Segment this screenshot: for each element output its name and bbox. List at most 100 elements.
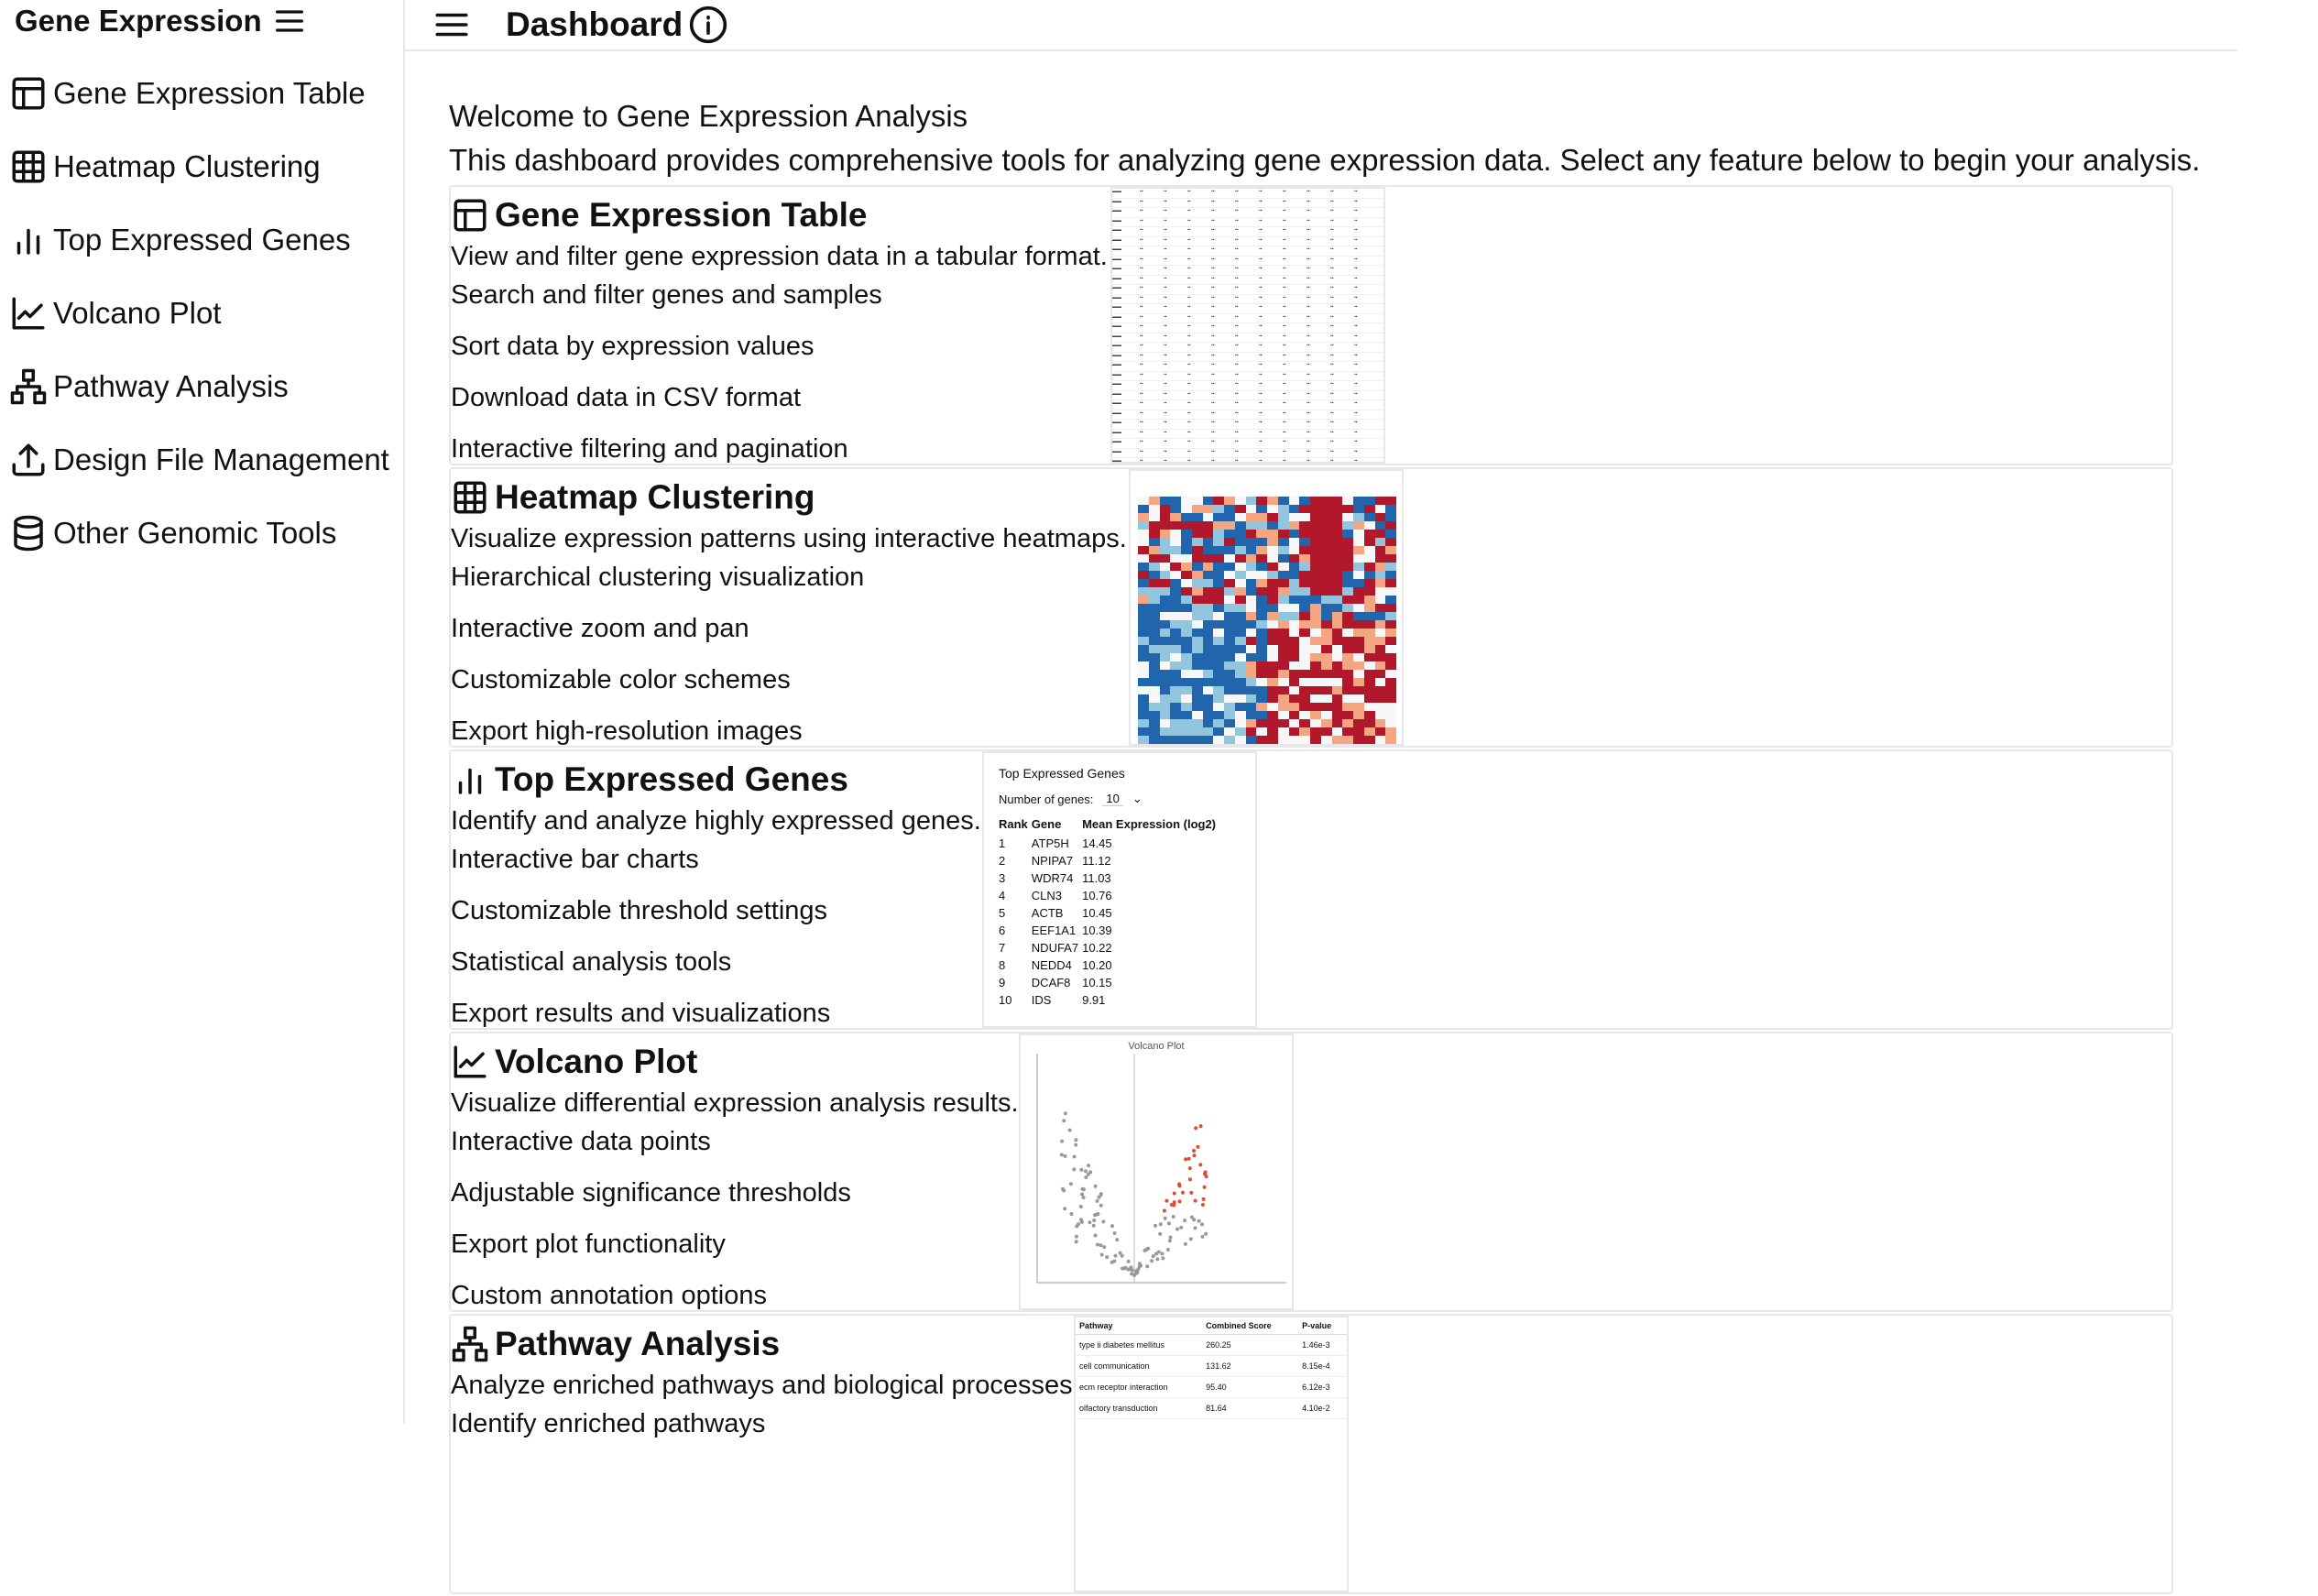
hamburger-icon[interactable]	[271, 3, 308, 39]
heatmap-cell	[1385, 694, 1396, 703]
heatmap-cell	[1353, 678, 1364, 686]
volcano-point	[1192, 1149, 1196, 1153]
heatmap-cell	[1202, 505, 1214, 513]
heatmap-cell	[1148, 596, 1160, 604]
heatmap-cell	[1342, 604, 1353, 612]
preview-cell: ▪▪	[1164, 333, 1167, 339]
heatmap-cell	[1288, 513, 1300, 521]
feature-card-volcano-plot[interactable]: Volcano Plot Visualize differential expr…	[449, 1032, 2173, 1312]
info-icon[interactable]	[688, 5, 728, 45]
heatmap-cell	[1374, 530, 1386, 538]
heatmap-cell	[1299, 554, 1310, 563]
heatmap-cell	[1170, 571, 1181, 579]
preview-cell: ▪▪	[1235, 208, 1239, 213]
heatmap-cell	[1234, 612, 1246, 620]
heatmap-cell	[1277, 571, 1289, 579]
bar-chart-icon	[458, 768, 482, 794]
feature-card-text: Volcano Plot Visualize differential expr…	[451, 1033, 1019, 1310]
heatmap-cell	[1277, 604, 1289, 612]
heatmap-cell	[1159, 579, 1171, 587]
heatmap-cell	[1320, 686, 1332, 694]
feature-card-heatmap-clustering[interactable]: Heatmap Clustering Visualize expression …	[449, 467, 2173, 748]
preview-cell: ▪▪	[1211, 362, 1215, 367]
heatmap-cell	[1245, 711, 1257, 719]
heatmap-cell	[1181, 563, 1192, 571]
preview-cell: ▪▪	[1140, 313, 1143, 320]
sidebar-item-top-expressed-genes[interactable]: Top Expressed Genes	[9, 203, 389, 277]
heatmap-cell	[1245, 546, 1257, 554]
heatmap-cell	[1148, 653, 1160, 661]
preview-cell: ▪▪	[1140, 323, 1143, 329]
heatmap-cell	[1170, 530, 1181, 538]
preview-cell: ▬▬	[1112, 352, 1121, 358]
heatmap-cell	[1267, 571, 1278, 579]
heatmap-cell	[1148, 719, 1160, 727]
preview-row: ▬▬ ▪▪ ▪▪ ▪▪ ▪▪ ▪▪ ▪▪ ▪▪ ▪▪ ▪▪ ▪▪	[1112, 410, 1383, 420]
sidebar-item-volcano-plot[interactable]: Volcano Plot	[9, 277, 389, 350]
heatmap-cell	[1138, 694, 1149, 703]
heatmap-cell	[1385, 546, 1396, 554]
preview-cell: ▪▪	[1259, 275, 1263, 281]
feature-card-top-expressed-genes[interactable]: Top Expressed Genes Identify and analyze…	[449, 749, 2173, 1030]
heatmap-cell	[1342, 711, 1353, 719]
preview-cell: ▪▪	[1140, 381, 1143, 387]
preview-cell: ▪▪	[1140, 266, 1143, 271]
preview-cell: ▪▪	[1283, 217, 1286, 224]
preview-cell: ▪▪	[1354, 352, 1358, 358]
sidebar-item-other-genomic-tools[interactable]: Other Genomic Tools	[9, 497, 389, 570]
preview-cell: ▪▪	[1235, 256, 1239, 262]
heatmap-cell	[1374, 513, 1386, 521]
heatmap-cell	[1310, 645, 1321, 653]
menu-icon[interactable]	[432, 5, 471, 44]
volcano-point	[1060, 1139, 1065, 1143]
heatmap-cell	[1342, 563, 1353, 571]
heatmap-cell	[1277, 736, 1289, 744]
heatmap-cell	[1170, 579, 1181, 587]
heatmap-cell	[1148, 505, 1160, 513]
volcano-point	[1072, 1154, 1077, 1159]
heatmap-cell	[1385, 653, 1396, 661]
heatmap-cell	[1331, 686, 1343, 694]
preview-row: ▬▬ ▪▪ ▪▪ ▪▪ ▪▪ ▪▪ ▪▪ ▪▪ ▪▪ ▪▪ ▪▪	[1112, 420, 1383, 430]
feature-bullets: Search and filter genes and samples Sort…	[451, 276, 1110, 464]
heatmap-cell	[1385, 554, 1396, 563]
feature-bullet: Custom annotation options	[451, 1281, 767, 1310]
heatmap-cell	[1224, 703, 1235, 711]
heatmap-cell	[1288, 629, 1300, 637]
sidebar-item-design-file-management[interactable]: Design File Management	[9, 423, 389, 497]
preview-cell: ▪▪	[1164, 275, 1167, 281]
heatmap-cell	[1159, 736, 1171, 744]
preview-cell: ▪▪	[1307, 285, 1310, 290]
heatmap-cell	[1191, 579, 1203, 587]
sidebar-item-gene-expression-table[interactable]: Gene Expression Table	[9, 57, 389, 130]
table-row: 9 DCAF8 10.15	[999, 974, 1219, 991]
preview-cell: ▪▪	[1330, 458, 1334, 464]
heatmap-cell	[1170, 661, 1181, 670]
heatmap-cell	[1170, 554, 1181, 563]
sidebar-item-pathway-analysis[interactable]: Pathway Analysis	[9, 350, 389, 423]
heatmap-cell	[1267, 637, 1278, 645]
heatmap-cell	[1191, 563, 1203, 571]
heatmap-cell	[1385, 661, 1396, 670]
heatmap-cell	[1363, 538, 1375, 546]
feature-card-pathway-analysis[interactable]: Pathway Analysis Analyze enriched pathwa…	[449, 1314, 2173, 1594]
heatmap-cell	[1138, 678, 1149, 686]
feature-card-gene-expression-table[interactable]: Gene Expression Table View and filter ge…	[449, 185, 2173, 465]
preview-cell: ▪▪	[1140, 256, 1143, 262]
top-genes-preview-title: Top Expressed Genes	[999, 766, 1125, 781]
sidebar-item-label: Pathway Analysis	[53, 369, 289, 403]
heatmap-cell	[1191, 661, 1203, 670]
table-icon	[12, 77, 45, 110]
preview-cell: ▪▪	[1140, 189, 1143, 194]
heatmap-cell	[1277, 711, 1289, 719]
heatmap-cell	[1224, 587, 1235, 596]
heatmap-cell	[1288, 530, 1300, 538]
sidebar-item-label: Gene Expression Table	[53, 76, 366, 110]
heatmap-cell	[1256, 538, 1267, 546]
volcano-point	[1198, 1163, 1203, 1167]
heatmap-cell	[1181, 670, 1192, 678]
heatmap-cell	[1277, 521, 1289, 530]
top-genes-control-label: Number of genes:	[999, 792, 1094, 806]
heatmap-cell	[1181, 620, 1192, 629]
sidebar-item-heatmap-clustering[interactable]: Heatmap Clustering	[9, 130, 389, 203]
